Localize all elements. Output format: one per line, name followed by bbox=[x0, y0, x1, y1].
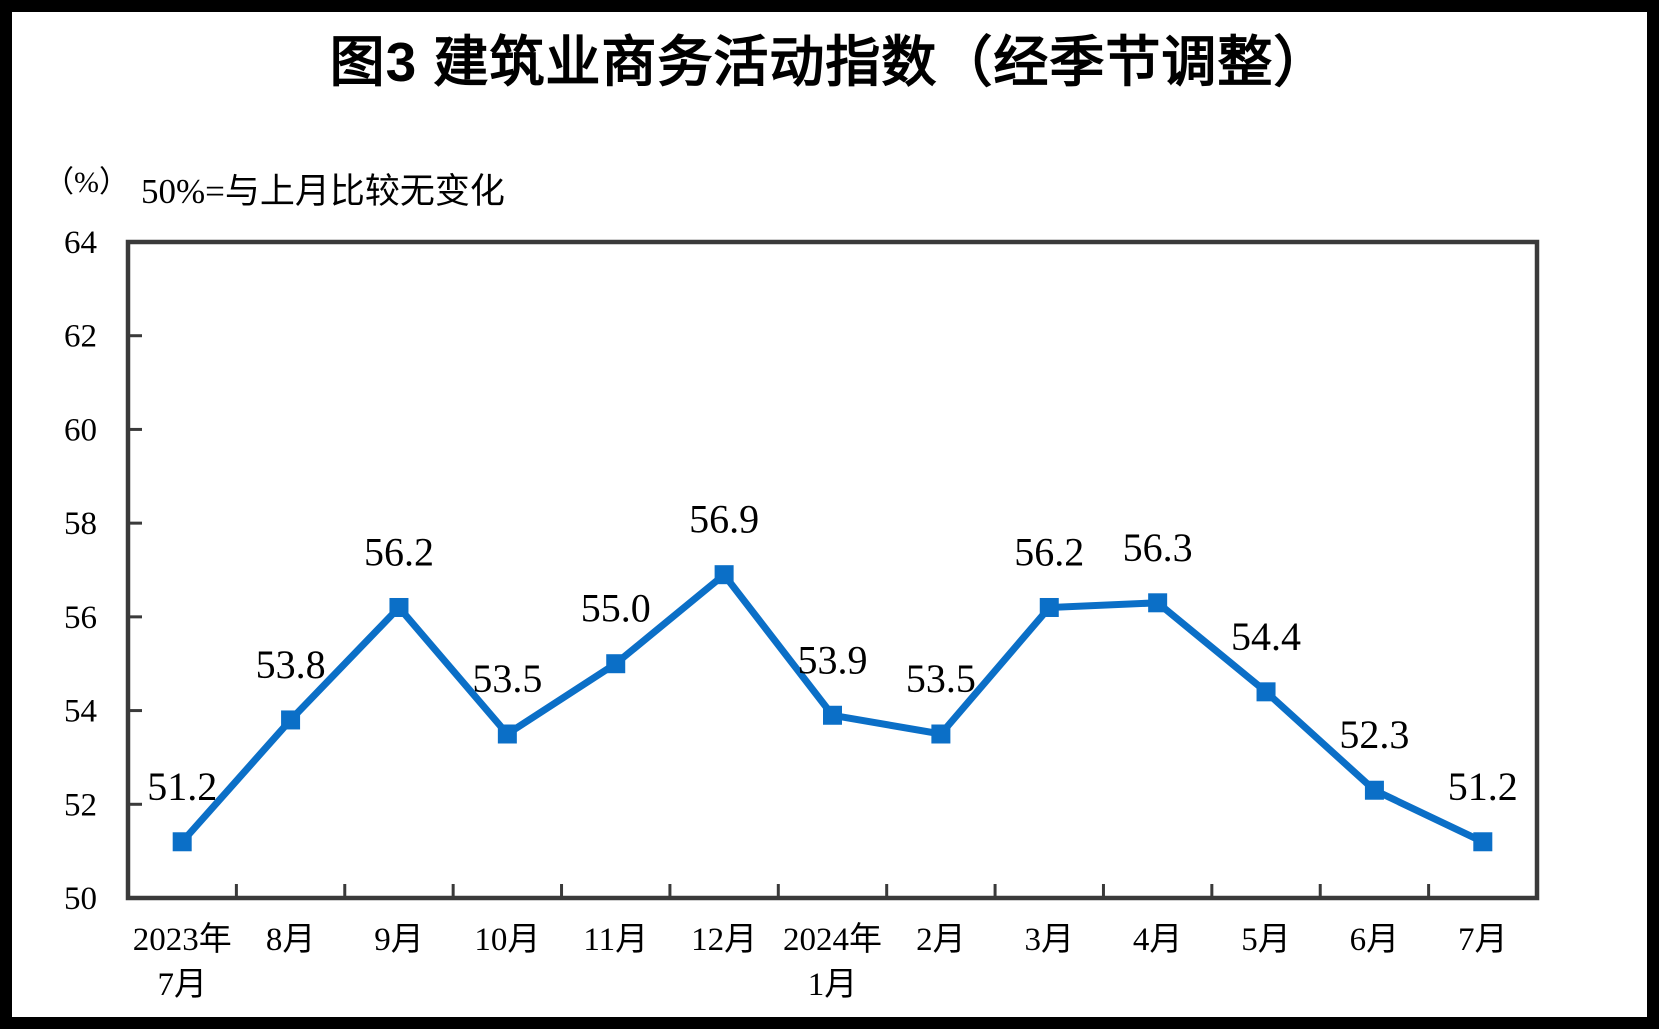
data-point-label: 52.3 bbox=[1339, 712, 1409, 757]
data-point-marker bbox=[1473, 832, 1493, 852]
data-point-marker bbox=[606, 654, 626, 674]
y-axis-tick-label: 64 bbox=[64, 225, 97, 261]
y-axis-tick-label: 56 bbox=[64, 600, 97, 636]
data-point-label: 51.2 bbox=[147, 764, 217, 809]
plot-area-border bbox=[125, 239, 1540, 901]
data-point-label: 55.0 bbox=[581, 586, 651, 631]
x-axis-label-line1: 6月 bbox=[1350, 922, 1400, 958]
x-axis-category-labels: 2023年 7月 8月 9月 10月 11月 12月 2024年 1月 2月 3月 4月 5月 6月 7月 bbox=[133, 921, 1508, 1003]
x-axis-label-line1: 2024年 bbox=[783, 921, 882, 958]
data-point-label: 53.5 bbox=[472, 656, 542, 701]
y-axis-tick-labels: 50 52 54 56 58 60 62 64 bbox=[64, 225, 97, 917]
x-axis-label-line1: 9月 bbox=[374, 922, 424, 958]
x-axis-label-line1: 3月 bbox=[1025, 922, 1075, 958]
chart-title: 图3 建筑业商务活动指数（经季节调整） bbox=[329, 31, 1330, 93]
x-axis-label-line1: 12月 bbox=[691, 922, 757, 958]
y-axis-tick-label: 58 bbox=[64, 506, 97, 542]
data-point-marker bbox=[1364, 780, 1384, 800]
data-point-marker bbox=[172, 832, 192, 852]
data-point-marker bbox=[389, 597, 409, 617]
data-point-marker bbox=[497, 724, 517, 744]
plot-frame bbox=[125, 239, 1540, 901]
data-point-label: 53.9 bbox=[798, 637, 868, 682]
data-point-marker bbox=[931, 724, 951, 744]
x-axis-label-line1: 2月 bbox=[916, 922, 966, 958]
data-point-labels: 51.2 53.8 56.2 53.5 55.0 56.9 53.9 53.5 56.2 56.3… bbox=[147, 497, 1518, 809]
x-axis-label-line1: 11月 bbox=[583, 922, 648, 958]
data-point-label: 56.3 bbox=[1123, 525, 1193, 570]
y-axis-tick-label: 52 bbox=[64, 787, 97, 823]
y-axis-tick-label: 60 bbox=[64, 412, 97, 448]
data-point-label: 51.2 bbox=[1448, 764, 1518, 809]
data-point-marker bbox=[1148, 593, 1168, 613]
x-axis-label-line1: 2023年 bbox=[133, 921, 232, 958]
data-series bbox=[172, 565, 1493, 852]
data-point-marker bbox=[1256, 682, 1276, 702]
y-axis-tick-label: 50 bbox=[64, 881, 97, 917]
data-point-marker bbox=[714, 565, 734, 585]
data-point-label: 53.8 bbox=[256, 642, 326, 687]
data-point-label: 53.5 bbox=[906, 656, 976, 701]
data-point-label: 54.4 bbox=[1231, 614, 1301, 659]
y-axis-tick-label: 62 bbox=[64, 319, 97, 355]
data-point-label: 56.2 bbox=[1014, 529, 1084, 574]
x-axis-label-line1: 10月 bbox=[474, 922, 540, 958]
chart-subtitle: 50%=与上月比较无变化 bbox=[141, 172, 505, 211]
x-axis-label-line1: 8月 bbox=[266, 922, 316, 958]
x-axis-label-line1: 4月 bbox=[1133, 922, 1183, 958]
x-axis-label-line1: 5月 bbox=[1241, 922, 1291, 958]
data-point-label: 56.2 bbox=[364, 529, 434, 574]
data-point-marker bbox=[281, 710, 301, 730]
axis-ticks bbox=[128, 334, 1431, 898]
data-point-marker bbox=[1039, 597, 1059, 617]
y-axis-tick-label: 54 bbox=[64, 694, 97, 730]
x-axis-label-line2: 1月 bbox=[808, 967, 858, 1003]
x-axis-label-line2: 7月 bbox=[157, 967, 207, 1003]
data-point-marker bbox=[823, 705, 842, 725]
x-axis-label-line1: 7月 bbox=[1458, 922, 1508, 958]
y-axis-unit-label: （%） bbox=[44, 166, 129, 199]
data-point-label: 56.9 bbox=[689, 497, 759, 542]
